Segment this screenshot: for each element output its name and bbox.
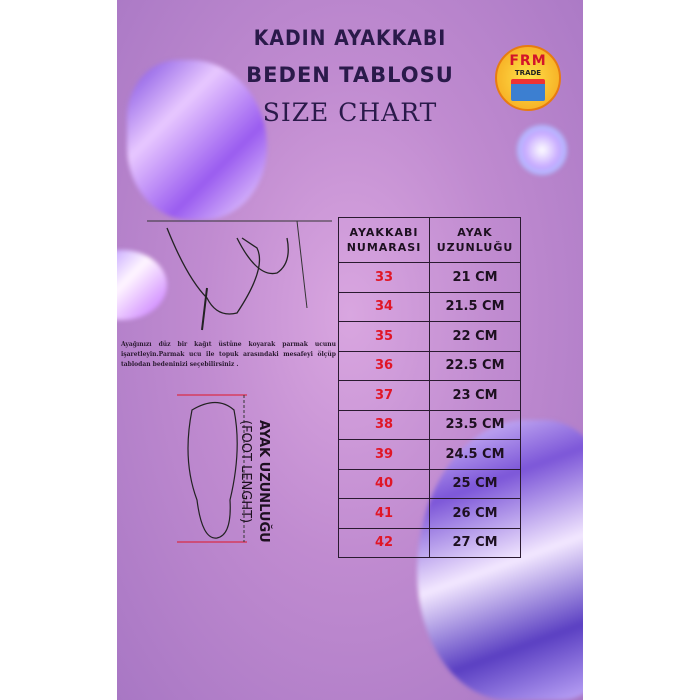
foot-measuring-illustration [147,220,332,331]
foot-length: 21.5 CM [429,291,521,322]
shoe-size: 41 [338,498,430,529]
foot-length: 23 CM [429,380,521,411]
shoe-size: 40 [338,468,430,499]
table-row: 35 22 CM [338,321,521,352]
shoe-size: 33 [338,262,430,293]
foot-length: 25 CM [429,468,521,499]
foot-length: 21 CM [429,262,521,293]
foot-length-label-tr: AYAK UZUNLUĞU [256,420,271,543]
table-row: 38 23.5 CM [338,409,521,440]
foot-length: 23.5 CM [429,409,521,440]
table-row: 40 25 CM [338,468,521,499]
logo-subtext: TRADE [514,69,542,77]
shoe-size: 36 [338,350,430,381]
foot-outline-illustration [177,394,247,543]
foot-length: 24.5 CM [429,439,521,470]
title-line2: BEDEN TABLOSU [246,63,454,87]
shop-icon [511,79,545,101]
title-size-chart: SIZE CHART [262,98,438,127]
table-row: 39 24.5 CM [338,439,521,470]
size-table: AYAKKABI NUMARASI AYAK UZUNLUĞU 33 21 CM 3… [338,217,521,558]
shoe-size: 39 [338,439,430,470]
foot-length-label-en: (FOOT LENGHT) [238,420,253,524]
shoe-size: 35 [338,321,430,352]
header-foot-length: AYAK UZUNLUĞU [429,217,521,263]
shoe-size: 42 [338,527,430,558]
shoe-size: 37 [338,380,430,411]
table-row: 34 21.5 CM [338,291,521,322]
decorative-shape [127,60,267,220]
foot-length: 26 CM [429,498,521,529]
foot-length-label: AYAK UZUNLUĞU (FOOT LENGHT) [235,420,295,550]
table-row: 33 21 CM [338,262,521,293]
table-row: 42 27 CM [338,527,521,558]
measuring-instructions: Ayağınızı düz bir kağıt üstüne koyarak p… [121,341,336,368]
table-row: 36 22.5 CM [338,350,521,381]
title-line1: KADIN AYAKKABI [253,26,447,50]
star-icon [517,125,567,175]
foot-length: 22.5 CM [429,350,521,381]
foot-length: 22 CM [429,321,521,352]
table-row: 37 23 CM [338,380,521,411]
size-chart-poster: KADIN AYAKKABI BEDEN TABLOSU SIZE CHART … [117,0,583,700]
brand-logo: FRM TRADE [495,45,561,111]
foot-length: 27 CM [429,527,521,558]
header-shoe-size: AYAKKABI NUMARASI [338,217,430,263]
table-row: 41 26 CM [338,498,521,529]
logo-text: FRM [509,53,547,69]
shoe-size: 34 [338,291,430,322]
shoe-size: 38 [338,409,430,440]
